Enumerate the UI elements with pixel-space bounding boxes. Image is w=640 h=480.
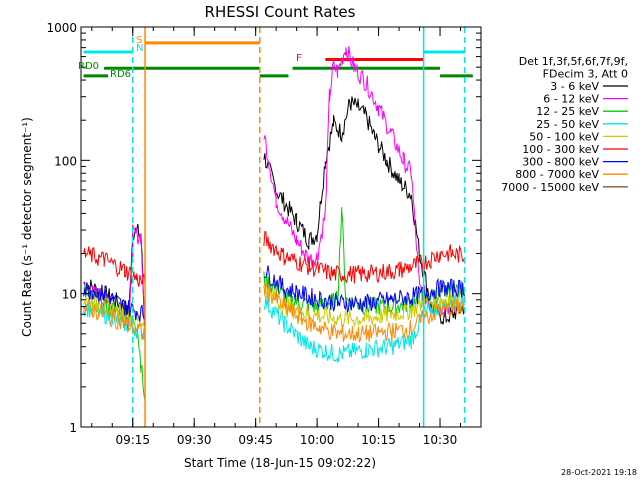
timestamp: 28-Oct-2021 19:18: [561, 468, 637, 477]
legend-entry-label: 7000 - 15000 keV: [501, 181, 599, 194]
annotation-f: F: [296, 53, 302, 64]
chart-title: RHESSI Count Rates: [205, 3, 356, 21]
series-line-5: [83, 230, 466, 287]
annotations-layer: RD0 RD6 SN F: [78, 35, 302, 80]
legend-entry-label: 12 - 25 keV: [536, 105, 599, 118]
y-tick-label: 100: [54, 154, 77, 168]
series-line-6: [83, 265, 466, 322]
x-tick-label: 10:15: [361, 433, 396, 447]
legend-entry-label: 25 - 50 keV: [536, 118, 599, 131]
x-tick-label: 09:30: [177, 433, 212, 447]
x-tick-label: 09:45: [238, 433, 273, 447]
legend-entry-label: 300 - 800 keV: [522, 156, 599, 169]
annotation-n: N: [136, 43, 143, 54]
plot-frame: [80, 26, 482, 428]
legend-header: Det 1f,3f,5f,6f,7f,9f,: [519, 55, 628, 68]
x-axis: 09:15 09:30 09:45 10:00 10:15 10:30: [91, 27, 482, 447]
x-tick-label: 10:00: [300, 433, 335, 447]
y-axis-label: Count Rate (s⁻¹ detector segment⁻¹): [20, 117, 34, 337]
legend-entry-label: 6 - 12 keV: [543, 93, 599, 106]
annotation-rd6: RD6: [110, 69, 131, 80]
series-line-7: [83, 281, 466, 343]
legend-entry-label: 50 - 100 keV: [529, 130, 599, 143]
legend-entry-label: 800 - 7000 keV: [515, 168, 599, 181]
y-axis: 1 10 100 1000: [46, 21, 481, 435]
x-axis-label: Start Time (18-Jun-15 09:02:22): [184, 456, 376, 470]
y-tick-label: 1: [69, 421, 77, 435]
x-tick-label: 10:30: [423, 433, 458, 447]
x-tick-label: 09:15: [115, 433, 150, 447]
vlines-layer: [131, 27, 466, 427]
series-line-0: [83, 96, 466, 339]
y-tick-label: 10: [62, 288, 77, 302]
legend-entry-label: 100 - 300 keV: [522, 143, 599, 156]
y-tick-label: 1000: [46, 21, 77, 35]
annotation-s: S: [136, 35, 142, 46]
legend-header: FDecim 3, Att 0: [543, 68, 628, 81]
legend-entry-label: 3 - 6 keV: [550, 80, 599, 93]
series-layer: [83, 45, 466, 401]
legend: Det 1f,3f,5f,6f,7f,9f,FDecim 3, Att 03 -…: [501, 55, 628, 194]
annotation-rd0: RD0: [78, 61, 99, 72]
